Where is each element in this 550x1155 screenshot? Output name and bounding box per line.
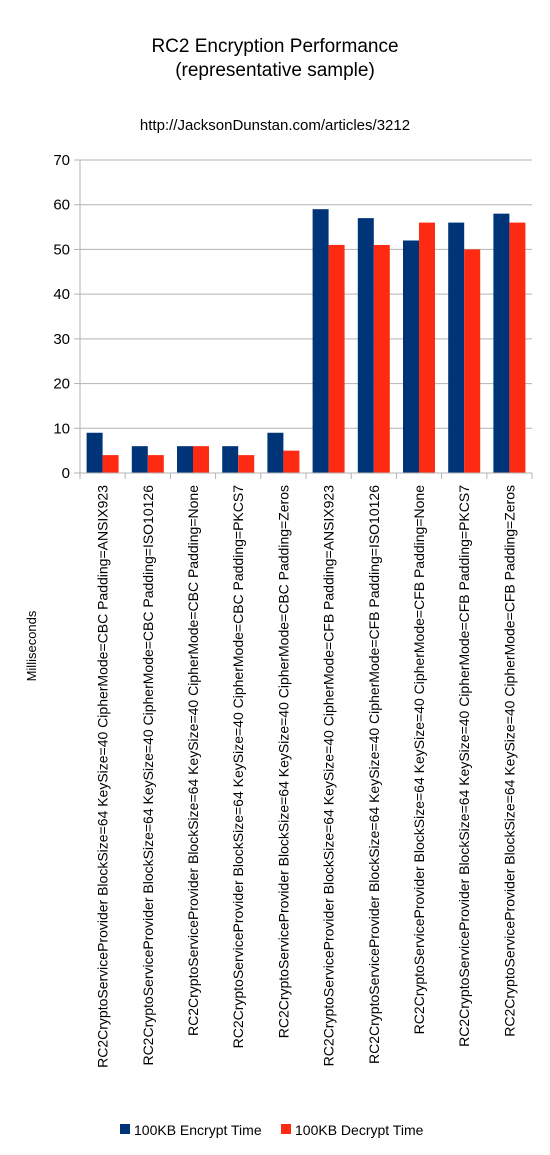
x-category-label: RC2CryptoServiceProvider BlockSize=64 Ke… [185,485,201,1036]
bar-decrypt [373,244,390,473]
bar-decrypt [419,222,435,473]
bar-encrypt [177,446,193,473]
legend-label-encrypt: 100KB Encrypt Time [134,1122,262,1138]
tick-labels: 0 10 20 30 40 50 60 70 RC2CryptoServiceProvider … [53,152,517,1068]
grid-lines [80,159,532,474]
x-category-label: RC2CryptoServiceProvider BlockSize=64 Ke… [321,485,337,1067]
chart-title: RC2 Encryption Performance [151,36,398,57]
y-tick-label: 60 [53,197,70,214]
y-tick-label: 0 [62,465,70,482]
bar-decrypt [328,244,345,473]
bar-encrypt [222,446,239,473]
y-tick-label: 30 [53,331,70,348]
chart-subtitle: http://JacksonDunstan.com/articles/3212 [140,117,410,134]
bar-decrypt [102,455,119,473]
x-category-label: RC2CryptoServiceProvider BlockSize=64 Ke… [366,485,382,1064]
bar-encrypt [267,432,284,473]
y-tick-label: 50 [53,241,70,258]
bars [86,209,526,473]
y-tick-label: 20 [53,376,70,393]
y-tick-label: 70 [53,152,70,169]
x-category-label: RC2CryptoServiceProvider BlockSize=64 Ke… [501,485,517,1037]
bar-encrypt [312,209,329,473]
bar-encrypt [357,218,374,473]
bar-decrypt [509,222,526,473]
bar-encrypt [86,432,103,473]
bar-decrypt [193,446,209,473]
y-tick-label: 10 [53,420,70,437]
legend-swatch-decrypt [281,1124,291,1134]
bar-encrypt [493,213,510,473]
y-tick-label: 40 [53,286,70,303]
bar-encrypt [131,446,148,473]
y-axis-label: Milliseconds [24,610,39,681]
x-category-label: RC2CryptoServiceProvider BlockSize=64 Ke… [411,485,427,1035]
chart-title-line2: (representative sample) [175,60,375,81]
bar-encrypt [448,222,465,473]
legend-swatch-encrypt [120,1124,130,1134]
bar-decrypt [283,450,300,473]
x-category-label: RC2CryptoServiceProvider BlockSize=64 Ke… [456,485,472,1047]
legend: 100KB Encrypt Time 100KB Decrypt Time [120,1122,424,1138]
bar-decrypt [464,249,481,473]
x-category-label: RC2CryptoServiceProvider BlockSize=64 Ke… [275,485,291,1038]
bar-decrypt [147,455,164,473]
x-category-label: RC2CryptoServiceProvider BlockSize=64 Ke… [95,485,111,1068]
bar-encrypt [403,240,419,473]
bar-decrypt [238,455,255,473]
x-category-label: RC2CryptoServiceProvider BlockSize=64 Ke… [140,485,156,1066]
axes [74,159,533,479]
legend-label-decrypt: 100KB Decrypt Time [295,1122,424,1138]
x-category-label: RC2CryptoServiceProvider BlockSize=64 Ke… [230,485,246,1049]
